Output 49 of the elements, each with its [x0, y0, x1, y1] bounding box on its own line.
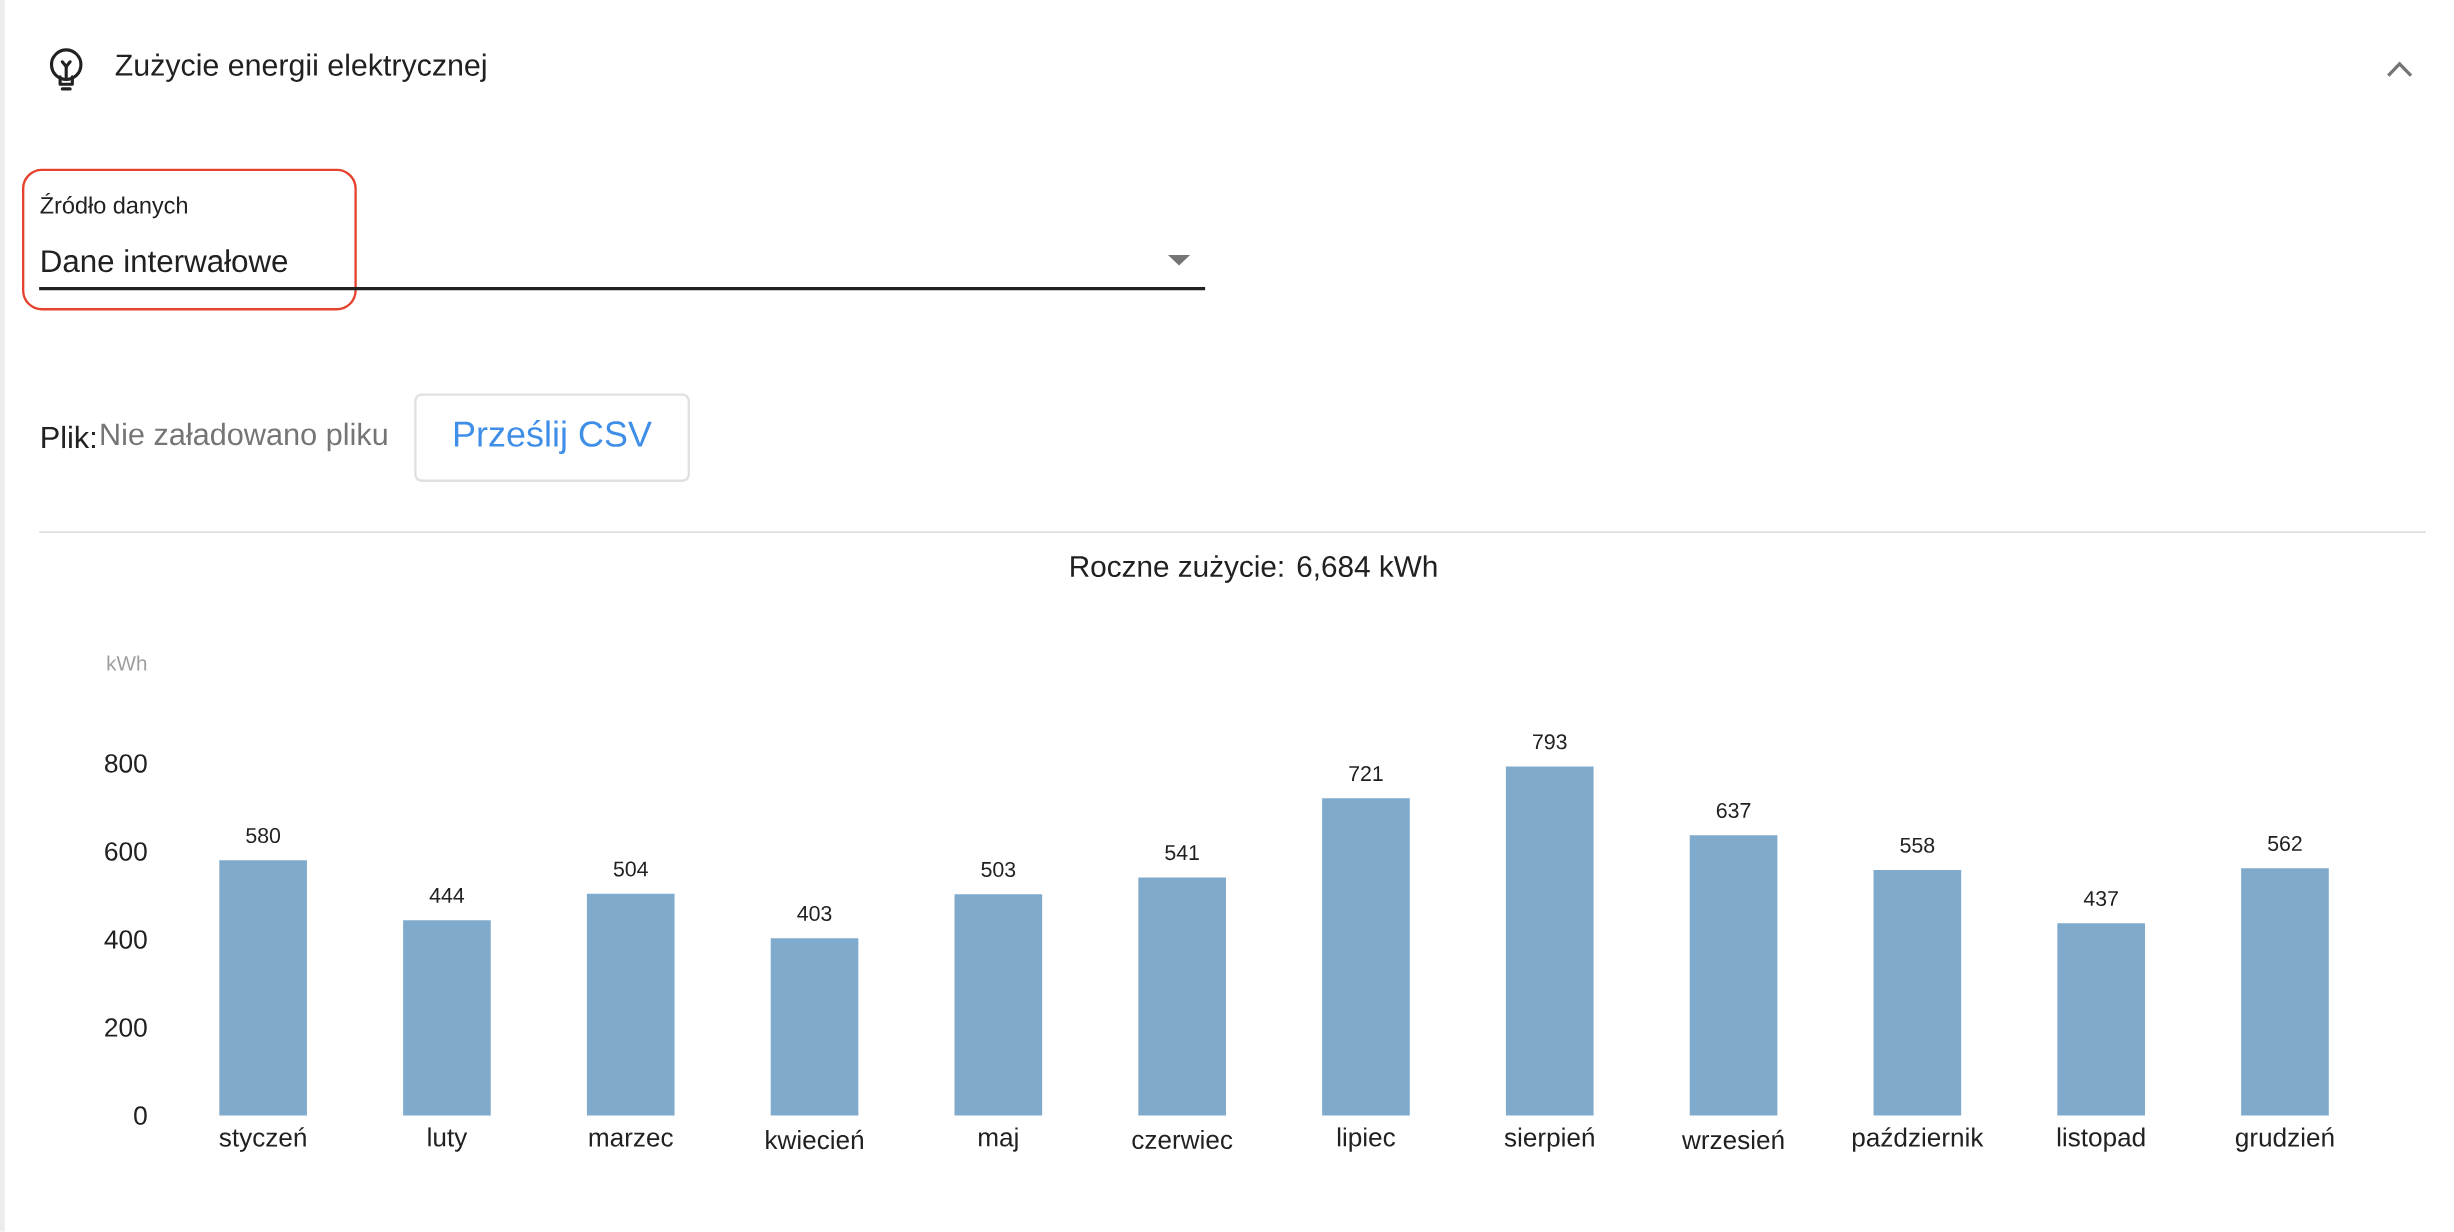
data-label: 721	[1349, 766, 1383, 782]
x-tick-label: październik	[1852, 1127, 1984, 1152]
text: Prześlij CSV	[454, 420, 652, 455]
x-tick-label: sierpień	[1504, 1127, 1594, 1152]
data-label: 637	[1716, 803, 1751, 819]
bar	[586, 893, 675, 1116]
bar	[1689, 835, 1778, 1116]
text: Dane interwałowe	[42, 249, 288, 273]
chart-title: Zużycie energii elektrycznej	[115, 53, 486, 83]
x-tick-label: maj	[979, 1127, 1018, 1152]
x-tick-label: marzec	[589, 1132, 673, 1147]
bar	[2241, 868, 2329, 1116]
data-label: 541	[1165, 845, 1199, 861]
data-label: 504	[613, 861, 648, 877]
y-axis-title: kWh	[107, 655, 147, 671]
x-tick-label: luty	[428, 1127, 468, 1152]
bar	[954, 894, 1043, 1116]
text: Plik:	[42, 426, 95, 449]
x-tick-label: styczeń	[219, 1127, 306, 1152]
y-tick-label: 400	[104, 930, 147, 949]
data-label: 580	[246, 828, 281, 844]
text: Nie załadowano pliku	[101, 422, 387, 452]
bar	[403, 920, 491, 1116]
x-tick-label: grudzień	[2235, 1127, 2334, 1152]
x-tick-label: listopad	[2057, 1127, 2145, 1152]
y-tick-label: 0	[134, 1106, 147, 1126]
text: Źródło danych	[40, 193, 187, 219]
y-tick-label: 200	[105, 1018, 147, 1037]
y-tick-label: 600	[105, 842, 147, 861]
x-tick-label: kwiecień	[766, 1129, 863, 1150]
bar	[1138, 877, 1226, 1116]
bar	[219, 860, 307, 1116]
x-tick-label: wrzesień	[1681, 1129, 1784, 1150]
y-tick-label: 800	[105, 754, 147, 773]
data-label: 437	[2083, 891, 2118, 907]
data-label: 562	[2268, 836, 2302, 852]
bar	[1505, 766, 1594, 1116]
data-label: 403	[797, 906, 832, 922]
data-label: 558	[1900, 837, 1935, 853]
chart-subtitle: Roczne zużycie: 6,684 kWh	[1071, 555, 1437, 584]
data-label: 444	[429, 888, 465, 903]
data-label: 503	[981, 862, 1016, 878]
bar	[770, 938, 859, 1116]
data-label: 793	[1533, 734, 1567, 750]
x-tick-label: czerwiec	[1132, 1130, 1233, 1150]
bar	[2057, 923, 2145, 1116]
x-tick-label: lipiec	[1337, 1127, 1396, 1152]
bar	[1322, 798, 1410, 1116]
bar	[1873, 870, 1962, 1116]
